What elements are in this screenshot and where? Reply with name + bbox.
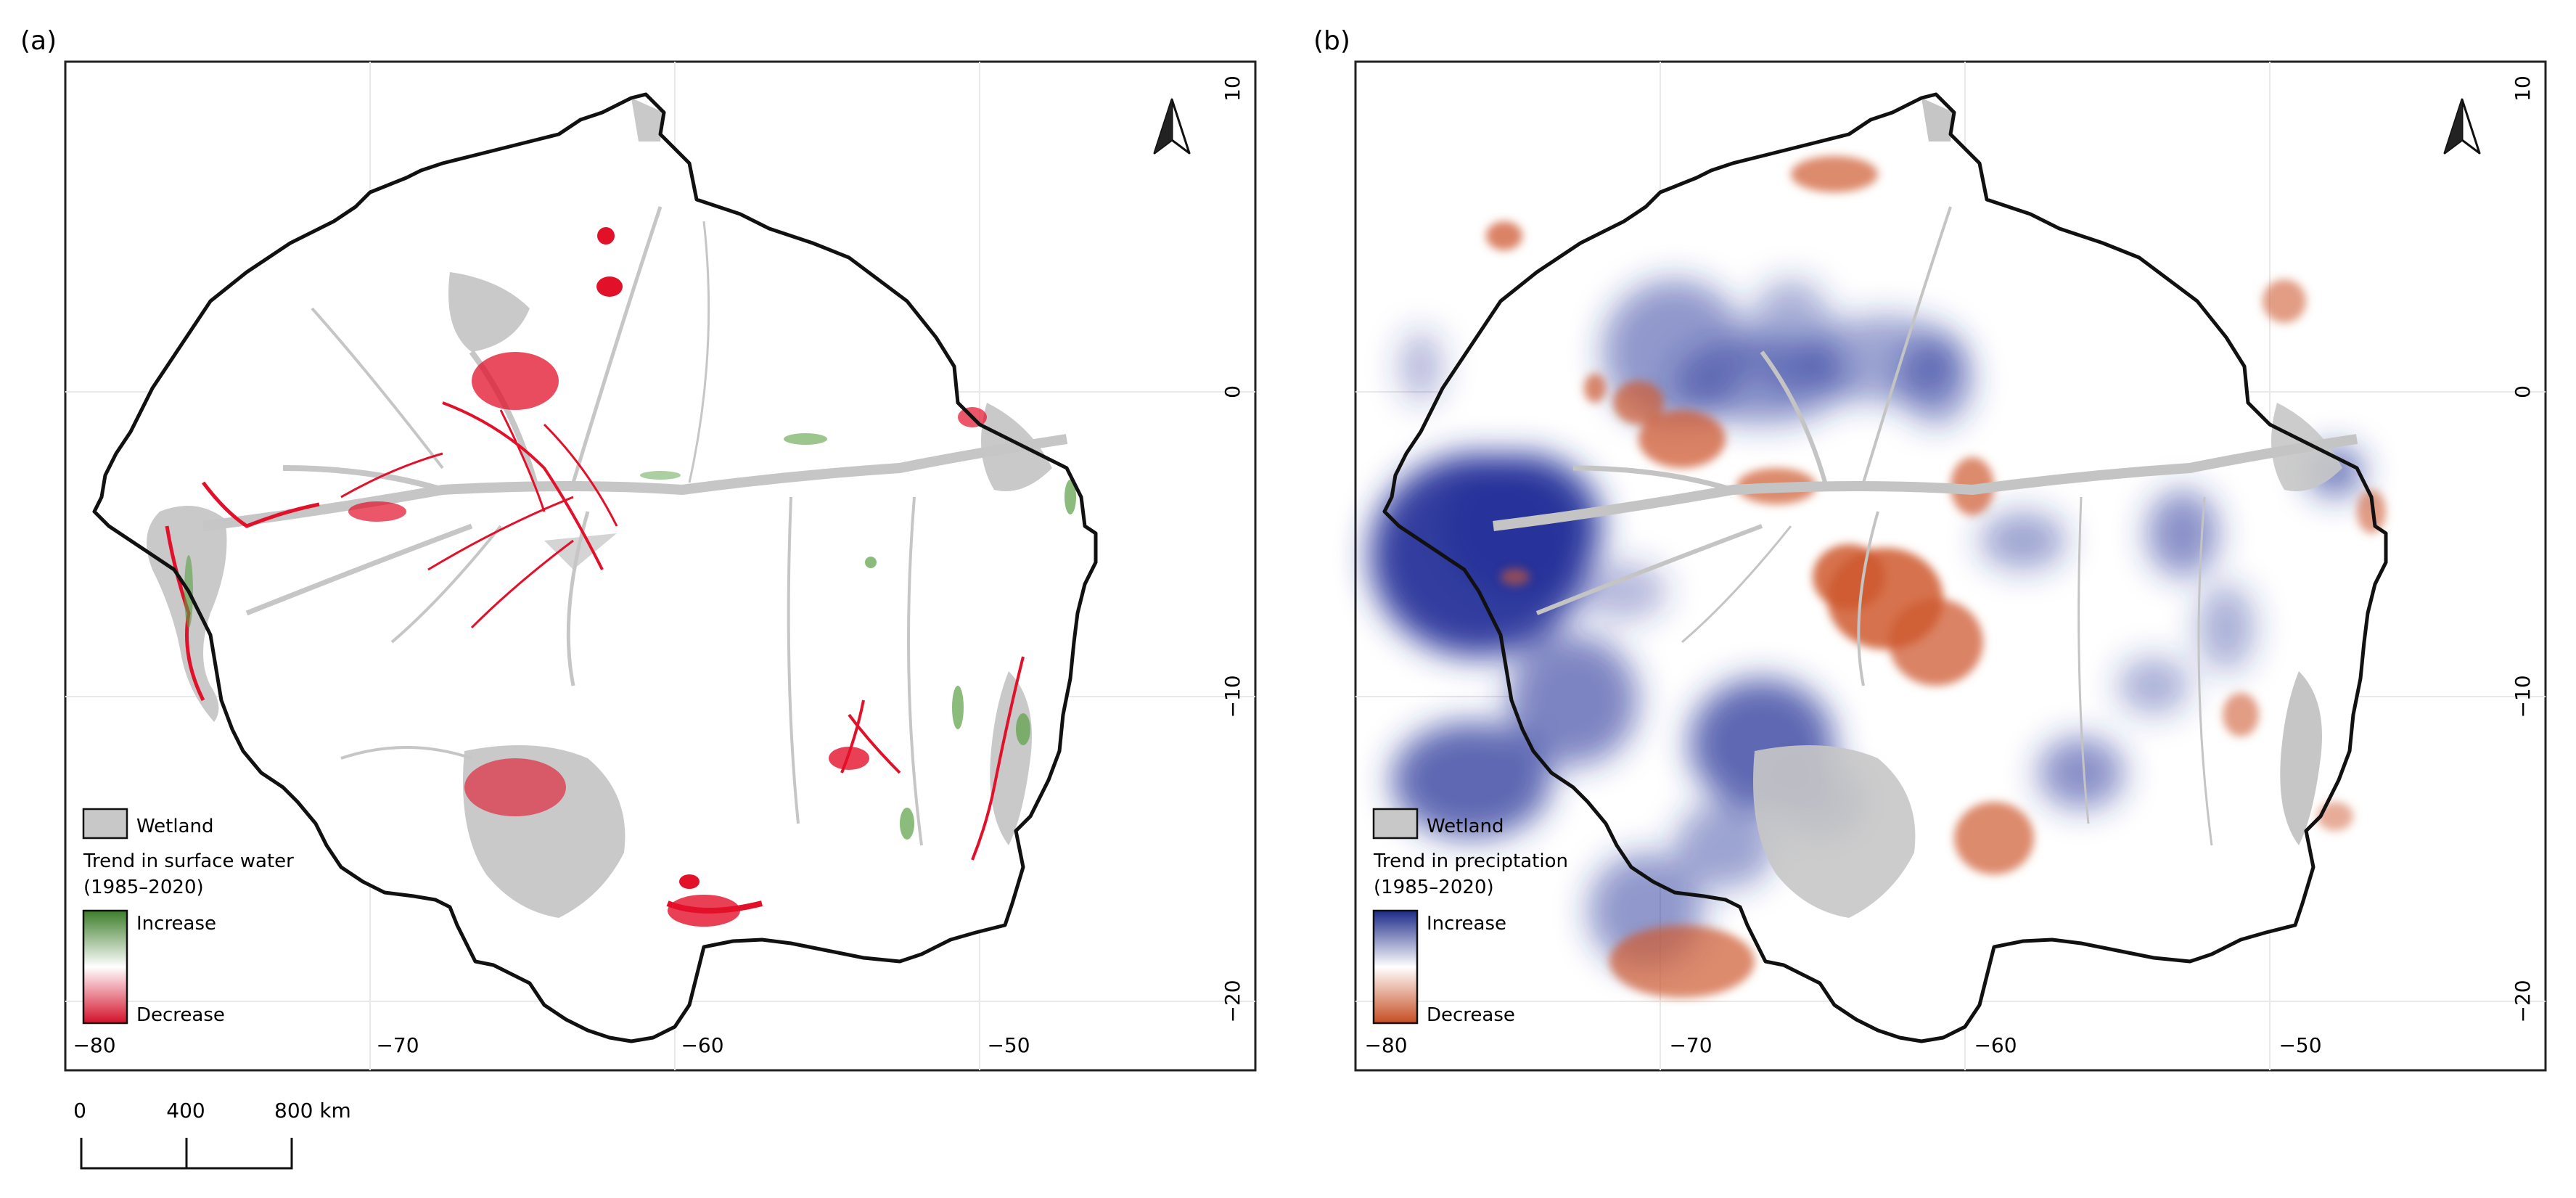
x-tick: −70 [376,1033,419,1057]
legend-wetland-label: Wetland [1427,816,1504,837]
legend-decrease-label: Decrease [136,1004,225,1026]
panel-label: (b) [1313,26,1350,56]
legend-decrease-label: Decrease [1427,1004,1515,1026]
color-ramp [82,909,128,1025]
precipitation-decrease [1486,156,2386,998]
x-tick: −80 [1364,1033,1407,1057]
color-ramp [1372,909,1419,1025]
map-area: Wetland Trend in preciptation (1985–2020… [1355,62,2546,1070]
legend: Wetland Trend in preciptation (1985–2020… [1372,808,1568,1026]
scale-tick-label: 800 km [274,1099,351,1123]
panel-label: (a) [20,26,57,56]
panel-b: (b) [1313,26,2547,1072]
wetland-swatch [82,808,128,840]
x-tick: −80 [73,1033,115,1057]
y-tick: −20 [2511,980,2535,1022]
y-tick: 0 [2511,385,2535,398]
wetland-swatch [1372,808,1419,840]
surface-water-decrease-patches [348,227,987,927]
scale-bar-line [80,1138,293,1170]
north-arrow-icon [1153,98,1191,155]
scale-bar: 0 400 800 km [73,1099,351,1170]
y-tick: −10 [1221,675,1244,718]
x-axis-ticks: −80 −70 −60 −50 [73,1033,1030,1057]
river-network [1493,206,2358,846]
river-network [202,206,1068,846]
legend-title: Trend in surface water [83,850,294,872]
y-axis-ticks: 10 0 −10 −20 [2511,75,2535,1022]
x-axis-ticks: −80 −70 −60 −50 [1364,1033,2321,1057]
y-tick: −10 [2511,675,2535,718]
legend-increase-label: Increase [136,913,216,935]
legend-wetland-label: Wetland [136,816,214,837]
y-axis-ticks: 10 0 −10 −20 [1221,75,1244,1022]
legend-period: (1985–2020) [83,877,204,898]
wetland-areas [1753,98,2342,918]
legend-title: Trend in preciptation [1373,850,1568,872]
x-tick: −70 [1669,1033,1712,1057]
north-arrow-icon [2443,98,2481,155]
map-area: Wetland Trend in surface water (1985–202… [65,62,1255,1070]
legend: Wetland Trend in surface water (1985–202… [82,808,294,1026]
y-tick: −20 [1221,980,1244,1022]
y-tick: 0 [1221,385,1244,398]
x-tick: −60 [681,1033,723,1057]
legend-increase-label: Increase [1427,913,1506,935]
scale-tick-label: 400 [166,1099,205,1123]
legend-period: (1985–2020) [1374,877,1494,898]
panel-a: (a) [20,26,1257,1072]
y-tick: 10 [2511,75,2535,102]
x-tick: −60 [1974,1033,2017,1057]
scale-tick-label: 0 [73,1099,86,1123]
x-tick: −50 [2278,1033,2321,1057]
x-tick: −50 [987,1033,1030,1057]
surface-water-increase [184,433,1076,840]
y-tick: 10 [1221,75,1244,102]
